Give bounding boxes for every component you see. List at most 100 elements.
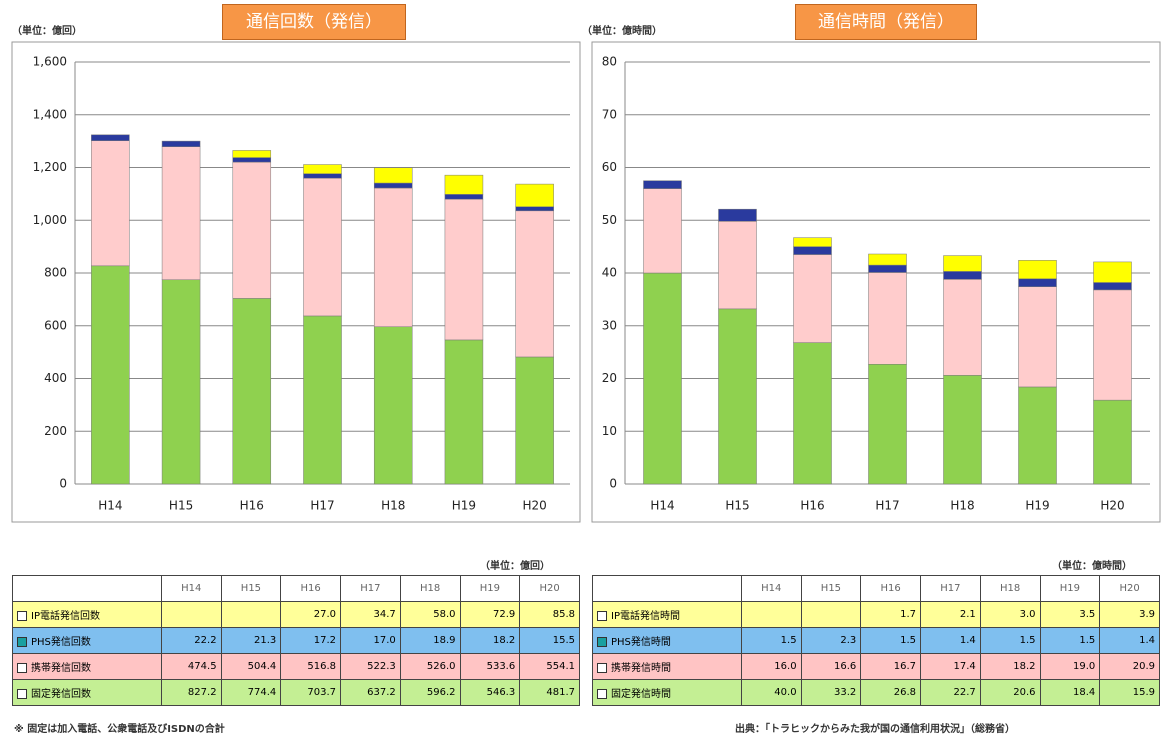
y-tick-label: 60 [602, 160, 617, 174]
data-table: H14 H15 H16 H17 H18 H19 H20 IP電話発信回数 27.0 34.7 58.… [12, 575, 580, 706]
row-label: 固定発信時間 [592, 679, 742, 706]
table-cell: 1.5 [979, 627, 1041, 654]
header-cell: H20 [519, 575, 580, 602]
table-cell: 1.4 [920, 627, 981, 654]
bar-segment [515, 206, 554, 212]
table-cell: 1.5 [1039, 627, 1101, 654]
table-row: IP電話発信回数 27.0 34.7 58.0 72.9 85.8 [12, 601, 580, 628]
bar-segment [444, 194, 484, 200]
table-row: 携帯発信時間 16.0 16.6 16.7 17.4 18.2 19.0 20.9 [592, 653, 1160, 680]
y-tick-label: 0 [59, 477, 67, 491]
table-cell: 22.7 [920, 679, 981, 706]
table-cell: 481.7 [519, 679, 580, 706]
y-tick-label: 40 [602, 266, 617, 280]
header-cell: H14 [160, 575, 222, 602]
table-cell: 774.4 [220, 679, 282, 706]
header-cell: H18 [399, 575, 461, 602]
footnote: ※ 固定は加入電話、公衆電話及びISDNの合計 [14, 724, 225, 735]
table-cell: 3.9 [1099, 601, 1160, 628]
bar-segment [793, 342, 832, 485]
table-cell: 827.2 [160, 679, 222, 706]
y-tick-label: 70 [602, 107, 617, 121]
x-tick-label: H18 [950, 499, 974, 513]
table-cell: 33.2 [800, 679, 862, 706]
bar-segment [1093, 261, 1132, 283]
table-cell: 637.2 [340, 679, 401, 706]
unit-label: （単位：億回） [12, 26, 82, 37]
row-label: IP電話発信回数 [12, 601, 162, 628]
header-row: H14 H15 H16 H17 H18 H19 H20 [12, 575, 580, 602]
y-tick-label: 30 [602, 318, 617, 332]
bar-segment [232, 161, 272, 299]
table-cell: 34.7 [340, 601, 401, 628]
table-cell: 40.0 [740, 679, 802, 706]
x-tick-label: H14 [650, 499, 674, 513]
header-cell: H20 [1099, 575, 1160, 602]
bar-segment [444, 174, 484, 195]
header-row: H14 H15 H16 H17 H18 H19 H20 [592, 575, 1160, 602]
row-label: PHS発信回数 [12, 627, 162, 654]
bar-segment [1093, 399, 1132, 485]
bar-segment [943, 279, 982, 376]
table-cell: 2.1 [920, 601, 981, 628]
legend-label: PHS発信回数 [31, 637, 91, 648]
row-label: 携帯発信時間 [592, 653, 742, 680]
header-cell: H17 [920, 575, 981, 602]
legend-label: 携帯発信時間 [611, 663, 671, 674]
x-tick-label: H20 [1100, 499, 1124, 513]
header-cell [12, 575, 162, 602]
header-cell [592, 575, 742, 602]
table-cell: 18.9 [399, 627, 461, 654]
x-tick-label: H17 [875, 499, 899, 513]
legend-label: IP電話発信時間 [611, 611, 680, 622]
table-cell: 17.2 [280, 627, 342, 654]
legend-swatch [597, 689, 607, 699]
table-cell: 2.3 [800, 627, 862, 654]
bar-segment [161, 140, 201, 147]
bar-segment [1018, 278, 1057, 287]
y-tick-label: 1,600 [33, 55, 67, 69]
bar-segment [643, 180, 682, 189]
legend-swatch [17, 689, 27, 699]
bar-segment [868, 364, 907, 485]
x-tick-label: H16 [240, 499, 264, 513]
bar-segment [1018, 386, 1057, 485]
y-tick-label: 200 [44, 424, 67, 438]
header-cell: H19 [1039, 575, 1101, 602]
table-cell: 504.4 [220, 653, 282, 680]
y-tick-label: 50 [602, 213, 617, 227]
legend-swatch [17, 663, 27, 673]
y-tick-label: 10 [602, 424, 617, 438]
table-cell: 596.2 [399, 679, 461, 706]
bar-segment [232, 298, 272, 485]
table-cell [800, 601, 862, 628]
table-row: 固定発信時間 40.0 33.2 26.8 22.7 20.6 18.4 15.9 [592, 679, 1160, 706]
table-cell: 3.0 [979, 601, 1041, 628]
table-cell: 16.6 [800, 653, 862, 680]
table-row: PHS発信時間 1.5 2.3 1.5 1.4 1.5 1.5 1.4 [592, 627, 1160, 654]
table-cell [220, 601, 282, 628]
table-cell: 20.9 [1099, 653, 1160, 680]
y-tick-label: 600 [44, 318, 67, 332]
header-cell: H16 [860, 575, 922, 602]
table-cell: 20.6 [979, 679, 1041, 706]
table-cell: 703.7 [280, 679, 342, 706]
table-cell: 18.2 [459, 627, 521, 654]
x-tick-label: H14 [98, 499, 122, 513]
bar-segment [868, 272, 907, 365]
table-cell: 554.1 [519, 653, 580, 680]
y-tick-label: 80 [602, 55, 617, 69]
x-tick-label: H17 [310, 499, 334, 513]
table-cell: 17.4 [920, 653, 981, 680]
table-cell: 1.5 [860, 627, 922, 654]
bar-segment [373, 187, 413, 328]
header-cell: H19 [459, 575, 521, 602]
x-tick-label: H15 [169, 499, 193, 513]
table-cell: 85.8 [519, 601, 580, 628]
legend-label: 固定発信回数 [31, 689, 91, 700]
bar-segment [515, 356, 554, 485]
row-label: PHS発信時間 [592, 627, 742, 654]
table-row: IP電話発信時間 1.7 2.1 3.0 3.5 3.9 [592, 601, 1160, 628]
row-label: IP電話発信時間 [592, 601, 742, 628]
